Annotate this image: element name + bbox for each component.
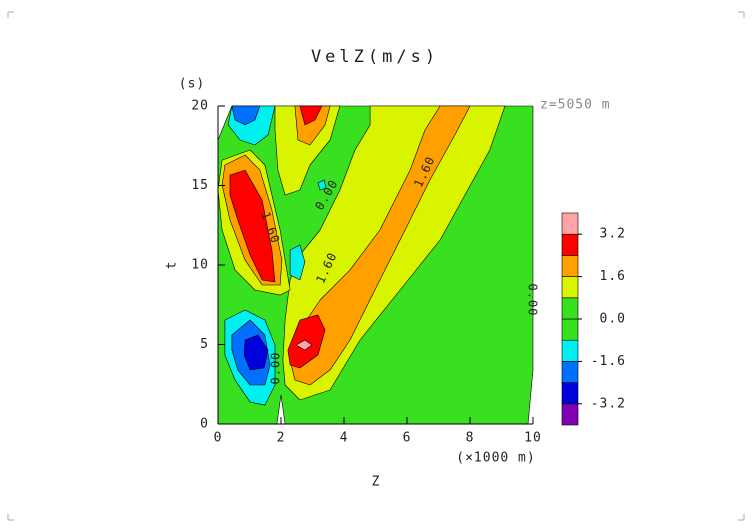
colorbar-tick-label: -3.2: [591, 396, 626, 411]
x-tick-label: 8: [466, 431, 475, 446]
colorbar-box: [561, 339, 579, 362]
contour-region: [289, 105, 471, 386]
annotation: z=5050 m: [540, 98, 611, 113]
corner-mark: [7, 514, 14, 521]
x-unit: (×1000 m): [456, 451, 535, 466]
contour-region: [231, 105, 261, 126]
colorbar-tick-label: -1.6: [591, 354, 626, 369]
contour-region: [274, 105, 341, 196]
y-tick-label: 15: [191, 178, 209, 193]
contour-label: 0.00: [526, 284, 540, 317]
corner-mark: [7, 11, 14, 18]
colorbar-box: [561, 212, 579, 235]
contour-region: [229, 169, 276, 283]
colorbar-box: [561, 233, 579, 256]
corner-mark: [738, 11, 745, 18]
x-tick-label: 6: [403, 431, 412, 446]
contour-region: [243, 334, 269, 371]
contour-region: [299, 105, 323, 126]
colorbar-box: [561, 255, 579, 277]
contour-label: 0.00: [268, 352, 282, 385]
colorbar-tick-label: 0.0: [600, 312, 626, 327]
y-axis-label: t: [165, 261, 180, 270]
colorbar-box: [561, 297, 579, 320]
contour-region: [295, 339, 313, 351]
colorbar-box: [561, 276, 579, 299]
x-tick-label: 0: [214, 431, 223, 446]
colorbar-box: [561, 403, 579, 426]
contour-region: [317, 179, 327, 191]
x-tick-label: 4: [340, 431, 349, 446]
corner-mark: [738, 514, 745, 521]
colorbar-box: [561, 318, 579, 341]
y-unit: (s): [179, 77, 205, 92]
y-tick-label: 10: [191, 258, 209, 273]
y-tick-label: 5: [200, 337, 209, 352]
colorbar-box: [561, 361, 579, 383]
y-tick-label: 0: [200, 417, 209, 432]
colorbar-tick-label: 3.2: [600, 227, 626, 242]
contour-region: [289, 244, 306, 281]
colorbar-box: [561, 382, 579, 405]
chart-title: VelZ(m/s): [311, 47, 439, 67]
x-axis-label: Z: [372, 475, 381, 490]
colorbar-tick-label: 1.6: [600, 269, 626, 284]
x-tick-label: 10: [524, 431, 542, 446]
x-tick-label: 2: [277, 431, 286, 446]
y-tick-label: 20: [191, 99, 209, 114]
